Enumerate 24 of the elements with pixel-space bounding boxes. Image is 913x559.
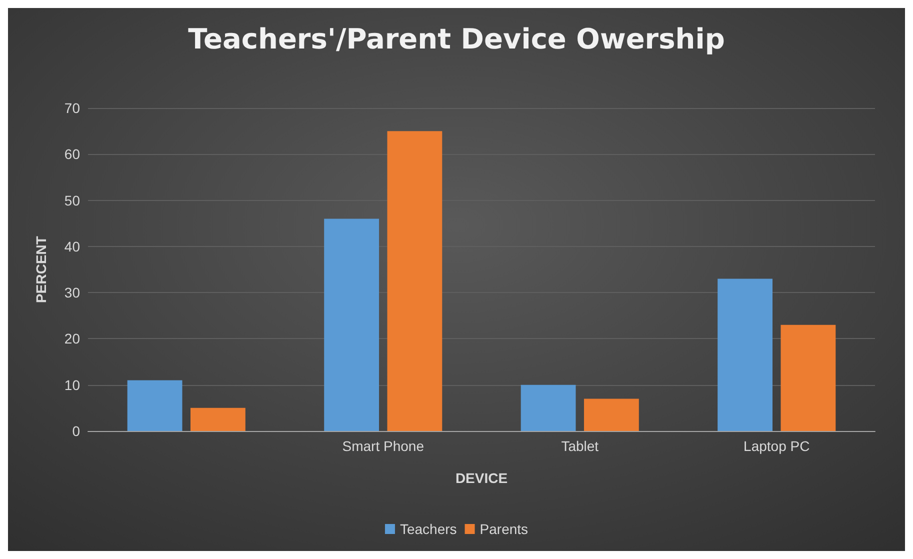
bar xyxy=(324,218,380,431)
bar xyxy=(520,384,576,431)
y-tick-label: 50 xyxy=(64,192,80,208)
y-tick-label: 10 xyxy=(64,376,80,393)
y-tick-label: 20 xyxy=(64,330,80,347)
x-tick-label: Tablet xyxy=(561,438,599,454)
legend-label: Parents xyxy=(480,521,528,537)
x-axis-title: DEVICE xyxy=(455,470,508,486)
x-tick-label: Smart Phone xyxy=(342,438,424,454)
bar xyxy=(718,278,773,431)
y-tick-label: 70 xyxy=(64,100,80,116)
y-axis-title: PERCENT xyxy=(33,236,49,303)
bar xyxy=(387,131,442,431)
y-tick-label: 40 xyxy=(64,238,80,254)
y-tick-label: 60 xyxy=(64,146,80,162)
y-tick-label: 0 xyxy=(72,423,80,439)
legend-label: Teachers xyxy=(400,521,457,537)
x-tick-label: Laptop PC xyxy=(744,438,810,454)
y-tick-label: 30 xyxy=(64,284,80,301)
bar xyxy=(584,398,639,431)
chart-title: Teachers'/Parent Device Owership xyxy=(188,22,725,56)
bar xyxy=(127,380,182,431)
bar xyxy=(190,408,246,431)
bar xyxy=(780,324,836,431)
